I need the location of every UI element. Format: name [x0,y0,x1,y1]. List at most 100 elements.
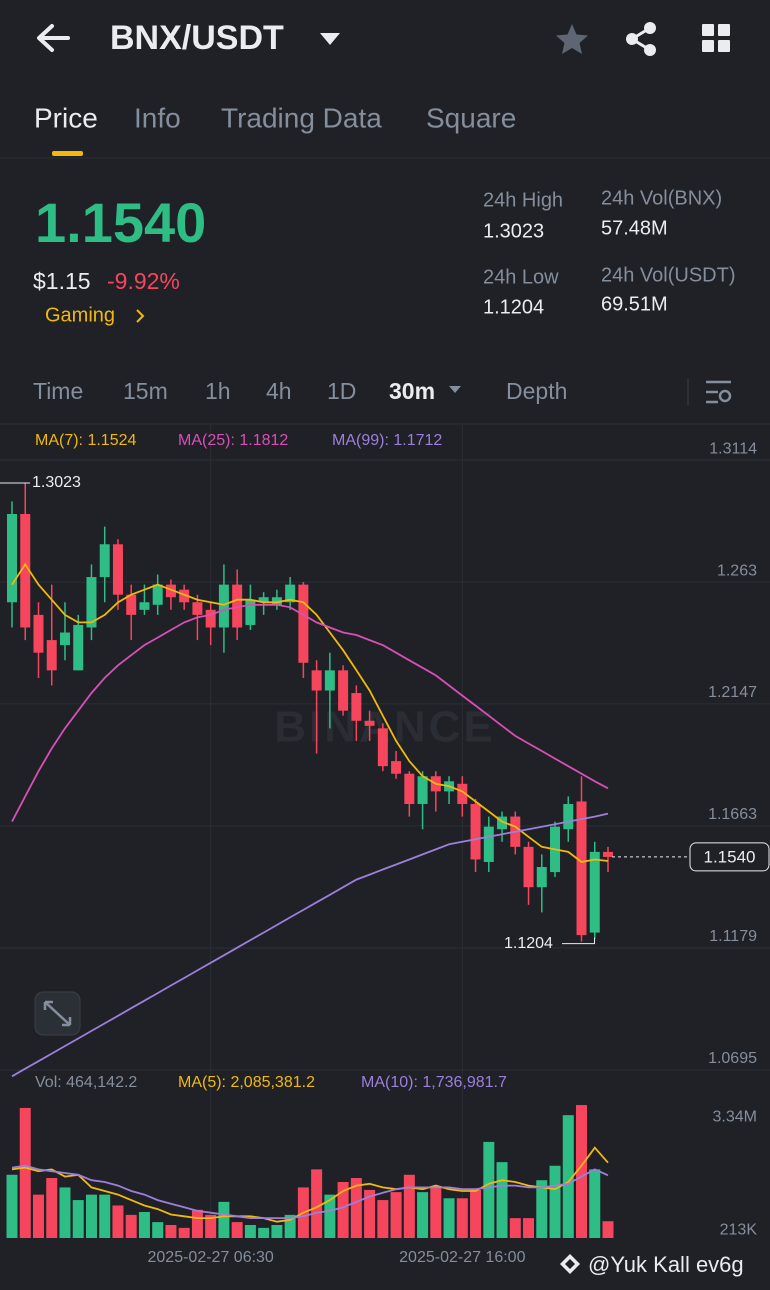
volume-bar [443,1198,455,1238]
candle-body [86,577,97,628]
max-label: 1.3023 [32,474,81,491]
min-pointer [562,937,596,945]
share-button[interactable] [626,22,656,56]
volume-bar [218,1201,230,1238]
vol-tick-label: 3.34M [713,1109,757,1126]
last-price-tag [689,842,770,872]
candle-body [311,670,322,691]
interval[interactable]: 1h [205,378,231,404]
last-price: 1.1540 [35,191,206,254]
volume-bar [562,1115,574,1238]
grid-menu[interactable] [702,24,730,52]
y-tick-label: 1.1179 [709,928,757,945]
candle-body [298,584,309,663]
y-tick-label: 1.0695 [708,1050,757,1067]
tab[interactable]: Trading Data [221,102,382,133]
back-button[interactable] [37,24,70,52]
interval-dropdown[interactable] [449,386,461,393]
interval[interactable]: 1D [327,378,356,404]
watermark-icon [560,1254,580,1274]
price-change: -9.92% [107,268,180,294]
ma-line [11,812,609,1078]
stat-value: 57.48M [601,217,668,239]
candle-body [126,594,137,615]
volume-bar [430,1187,442,1238]
candle-body [205,609,216,628]
volume-bar [284,1214,296,1238]
sector-link[interactable]: Gaming [45,304,115,326]
candle-body [324,670,335,691]
candle-body [589,851,600,933]
y-tick-label: 1.263 [717,562,757,579]
candle-body [245,599,256,625]
user-watermark: @Yuk Kall ev6g [588,1252,744,1277]
tab[interactable]: Square [426,102,516,133]
volume-bar [324,1194,336,1238]
last-price-label: 1.1540 [704,847,756,866]
volume-bar [59,1187,71,1238]
candle-body [364,720,375,726]
ma-legend: MA(25): 1.1812 [178,432,288,449]
interval[interactable]: 15m [123,378,168,404]
volume-bar [509,1218,521,1238]
tab[interactable]: Price [34,102,98,133]
vol-legend: Vol: 464,142.2 [35,1074,137,1091]
chart-settings[interactable] [706,380,732,404]
volume-bar [72,1200,84,1238]
ma-line [11,603,609,823]
vol-legend: MA(10): 1,736,981.7 [361,1074,507,1091]
volume-bar [350,1178,362,1238]
candle-body [232,584,243,628]
candle-body [258,597,269,603]
volume-bar [125,1214,137,1238]
candle-body [139,602,150,610]
candle-body [483,826,494,862]
volume-bar [337,1182,349,1238]
candle-body [7,514,17,603]
volume-bar [178,1227,190,1238]
volume-bar [496,1162,508,1238]
candle-body [59,632,70,646]
candle-body [112,544,123,595]
stat-label: 24h Vol(BNX) [601,187,722,209]
candle-body [470,803,481,860]
interval[interactable]: Depth [506,378,567,404]
candle-body [523,846,534,888]
volume-bar [138,1211,150,1238]
vol-ma-line [11,1164,609,1219]
candle-body [417,776,428,804]
volume-bar [231,1222,243,1238]
volume-bar [205,1214,217,1238]
volume-bar [6,1174,18,1238]
candle-body [351,693,362,721]
candle-body [563,803,574,830]
volume-bar [152,1222,164,1238]
stat-label: 24h High [483,189,563,211]
candle-body [218,584,229,628]
candle-body [192,602,203,615]
pair-dropdown[interactable] [320,33,340,45]
ma-line [11,562,609,863]
candle-body [536,867,547,888]
tab[interactable]: Info [134,102,181,133]
volume-bar [390,1192,402,1238]
expand-button[interactable] [34,991,81,1036]
candle-body [152,584,163,605]
vol-tick-label: 213K [720,1222,758,1239]
interval[interactable]: 4h [266,378,292,404]
favorite-star[interactable] [556,24,588,54]
stat-value: 1.1204 [483,296,544,318]
volume-bar [456,1198,468,1238]
stat-label: 24h Low [483,266,559,288]
y-tick-label: 1.2147 [708,684,757,701]
interval[interactable]: Time [33,378,83,404]
volume-bar [523,1218,535,1238]
candle-body [20,514,31,628]
volume-bar [576,1105,588,1238]
candle-body [457,783,468,804]
candle-body [33,614,44,653]
interval-active[interactable]: 30m [389,378,435,404]
pair-title[interactable]: BNX/USDT [110,19,284,57]
